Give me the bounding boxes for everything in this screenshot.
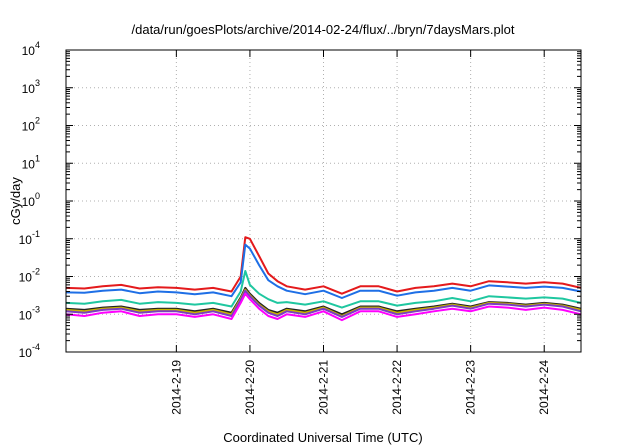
x-tick-label: 2014-2-19 xyxy=(169,360,183,415)
series-line-3 xyxy=(65,270,582,309)
y-tick-label: 10-1 xyxy=(19,229,40,247)
chart-title: /data/run/goesPlots/archive/2014-02-24/f… xyxy=(132,22,515,37)
y-tick-exponent: 0 xyxy=(35,191,40,201)
y-tick-exponent: -4 xyxy=(32,342,40,352)
y-tick-label: 102 xyxy=(22,116,40,134)
x-tick-label: 2014-2-24 xyxy=(537,360,551,415)
y-tick-exponent: 4 xyxy=(35,40,40,50)
series-lines xyxy=(65,236,582,322)
x-axis-ticks: 2014-2-19 2014-2-20 2014-2-21 2014-2-22 2014… xyxy=(169,50,551,415)
series-line-7 xyxy=(65,292,582,322)
y-axis-label: cGy/day xyxy=(8,177,23,225)
y-tick-exponent: 2 xyxy=(35,116,40,126)
y-tick-label: 103 xyxy=(22,78,40,96)
series-line-1 xyxy=(65,236,582,295)
series-line-2 xyxy=(65,243,582,299)
x-tick-label: 2014-2-20 xyxy=(243,360,257,415)
y-tick-label: 104 xyxy=(22,40,40,58)
y-tick-exponent: -1 xyxy=(32,229,40,239)
x-tick-label: 2014-2-23 xyxy=(464,360,478,415)
y-tick-exponent: 1 xyxy=(35,153,40,163)
y-tick-label: 10-4 xyxy=(19,342,40,360)
y-tick-label: 10-2 xyxy=(19,267,40,285)
x-tick-label: 2014-2-22 xyxy=(390,360,404,415)
y-tick-exponent: -3 xyxy=(32,304,40,314)
y-tick-label: 100 xyxy=(22,191,40,209)
x-tick-label: 2014-2-21 xyxy=(317,360,331,415)
y-tick-label: 10-3 xyxy=(19,304,40,322)
x-axis-label: Coordinated Universal Time (UTC) xyxy=(223,430,422,445)
y-tick-label: 101 xyxy=(22,153,40,171)
y-tick-exponent: -2 xyxy=(32,267,40,277)
series-line-6 xyxy=(65,289,582,318)
y-tick-exponent: 3 xyxy=(35,78,40,88)
